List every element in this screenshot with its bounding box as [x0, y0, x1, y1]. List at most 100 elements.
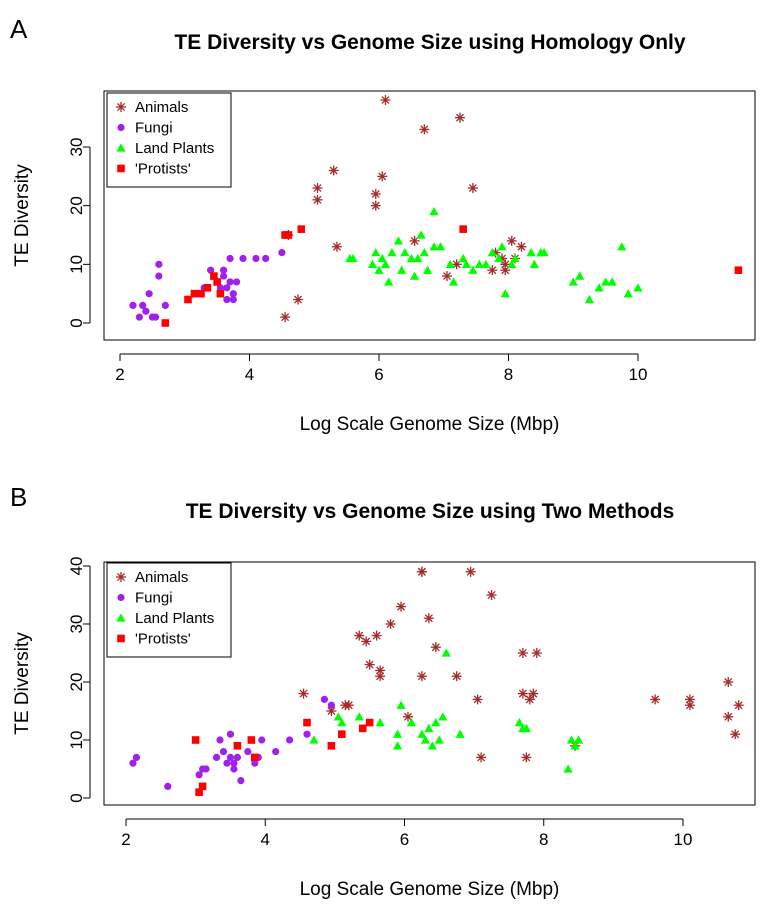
data-point — [327, 701, 335, 709]
legend-marker — [117, 634, 125, 643]
legend-box — [106, 92, 232, 188]
data-point — [529, 259, 539, 269]
data-point — [327, 742, 336, 750]
data-point — [413, 253, 423, 263]
data-point — [338, 730, 346, 738]
data-point — [392, 729, 403, 738]
data-point — [312, 194, 323, 205]
data-point — [210, 272, 218, 280]
data-point — [723, 677, 734, 687]
data-point — [293, 294, 304, 305]
data-point — [229, 295, 237, 304]
data-point — [145, 290, 153, 298]
x-tick-label: 4 — [245, 365, 254, 384]
data-point — [155, 272, 163, 280]
data-point — [454, 112, 465, 123]
data-point — [455, 729, 465, 738]
data-point — [730, 729, 741, 740]
data-point — [521, 723, 531, 733]
data-point — [129, 301, 137, 309]
data-point — [507, 259, 517, 269]
data-point — [419, 124, 430, 135]
y-tick-label: 30 — [67, 615, 86, 634]
data-point — [226, 730, 235, 738]
data-point — [417, 729, 427, 738]
data-point — [152, 313, 160, 321]
data-point — [286, 736, 294, 744]
data-point — [303, 730, 311, 738]
data-point — [539, 248, 549, 257]
x-tick-label: 4 — [261, 830, 270, 849]
x-axis-label: Log Scale Genome Size (Mbp) — [300, 879, 560, 900]
data-point — [229, 290, 237, 298]
data-point — [233, 753, 241, 761]
data-point — [438, 712, 448, 721]
data-point — [723, 711, 734, 722]
data-point — [406, 253, 416, 263]
data-point — [396, 601, 407, 612]
data-point — [431, 718, 441, 727]
data-point — [448, 277, 459, 286]
data-point — [467, 183, 478, 194]
data-point — [486, 590, 497, 600]
legend-marker — [116, 102, 126, 112]
x-tick-label: 10 — [674, 830, 693, 849]
data-point — [226, 278, 234, 286]
legend: Animals Fungi Land Plants 'Protists' — [106, 92, 232, 188]
data-point — [237, 777, 245, 785]
data-point — [161, 319, 170, 327]
data-point — [531, 648, 542, 658]
data-point — [416, 230, 426, 239]
data-point — [303, 718, 311, 727]
x-tick-label: 8 — [504, 365, 513, 384]
data-point — [445, 259, 455, 269]
legend-label: 'Protists' — [135, 161, 191, 178]
data-point — [284, 231, 293, 239]
panel-label: A — [10, 14, 28, 44]
data-point — [252, 254, 260, 263]
data-point — [468, 265, 478, 274]
data-point — [506, 235, 517, 246]
y-tick-label: 10 — [67, 731, 86, 750]
legend-marker — [116, 143, 126, 152]
data-point — [385, 619, 396, 629]
data-point — [377, 171, 388, 182]
data-point — [135, 313, 144, 321]
data-point — [623, 289, 633, 298]
data-point — [476, 752, 487, 763]
data-point — [684, 700, 695, 711]
panel-label: B — [10, 482, 28, 512]
data-point — [361, 636, 372, 647]
legend: Animals Fungi Land Plants 'Protists' — [106, 562, 232, 658]
legend-label: Fungi — [135, 120, 173, 137]
data-point — [396, 700, 406, 709]
data-point — [517, 648, 528, 658]
data-point — [451, 671, 462, 682]
data-point — [239, 254, 247, 263]
data-point — [219, 748, 228, 756]
data-point — [212, 753, 221, 761]
data-point — [132, 753, 141, 761]
data-point — [233, 742, 242, 750]
x-tick-label: 6 — [374, 365, 383, 384]
legend-marker — [117, 164, 125, 173]
data-point — [139, 301, 147, 309]
data-point — [337, 718, 347, 727]
x-axis-label: Log Scale Genome Size (Mbp) — [300, 414, 560, 435]
data-point — [474, 259, 484, 269]
data-point — [487, 248, 497, 257]
data-point — [251, 753, 259, 762]
data-point — [343, 700, 354, 711]
data-point — [384, 277, 394, 286]
data-point — [497, 242, 507, 251]
data-point — [358, 724, 367, 733]
data-point — [524, 694, 535, 705]
data-point — [563, 764, 573, 773]
data-point — [309, 735, 319, 744]
data-point — [195, 771, 203, 779]
data-point — [191, 736, 200, 744]
data-point — [258, 736, 266, 744]
x-tick-label: 2 — [121, 830, 130, 849]
y-tick-label: 0 — [67, 793, 86, 802]
data-point — [510, 253, 520, 263]
